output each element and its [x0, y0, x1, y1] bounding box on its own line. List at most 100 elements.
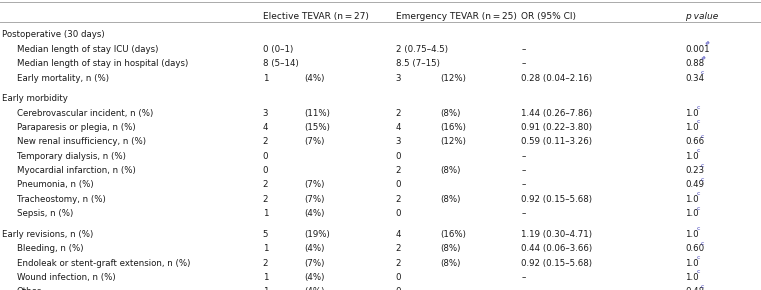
Text: 1: 1 — [263, 287, 268, 290]
Text: 0.34: 0.34 — [685, 73, 704, 83]
Text: 4: 4 — [396, 123, 401, 132]
Text: 2: 2 — [396, 244, 401, 253]
Text: 0.48: 0.48 — [685, 287, 704, 290]
Text: 1.19 (0.30–4.71): 1.19 (0.30–4.71) — [521, 230, 592, 239]
Text: 0.49: 0.49 — [685, 180, 704, 189]
Text: 0: 0 — [396, 209, 401, 218]
Text: OR (95% CI): OR (95% CI) — [521, 12, 576, 21]
Text: 1.0: 1.0 — [685, 273, 699, 282]
Text: 0.92 (0.15–5.68): 0.92 (0.15–5.68) — [521, 195, 592, 204]
Text: 1.44 (0.26–7.86): 1.44 (0.26–7.86) — [521, 108, 592, 118]
Text: Wound infection, n (%): Wound infection, n (%) — [17, 273, 116, 282]
Text: c: c — [701, 241, 704, 246]
Text: 2: 2 — [263, 258, 268, 268]
Text: (7%): (7%) — [304, 195, 325, 204]
Text: 2: 2 — [263, 180, 268, 189]
Text: 0: 0 — [263, 152, 268, 161]
Text: (8%): (8%) — [440, 166, 460, 175]
Text: Pneumonia, n (%): Pneumonia, n (%) — [17, 180, 94, 189]
Text: 2: 2 — [263, 195, 268, 204]
Text: (4%): (4%) — [304, 287, 325, 290]
Text: 0.60: 0.60 — [685, 244, 704, 253]
Text: New renal insufficiency, n (%): New renal insufficiency, n (%) — [17, 137, 146, 146]
Text: –: – — [521, 180, 526, 189]
Text: 8.5 (7–15): 8.5 (7–15) — [396, 59, 440, 68]
Text: (7%): (7%) — [304, 180, 325, 189]
Text: (8%): (8%) — [440, 244, 460, 253]
Text: 1.0: 1.0 — [685, 195, 699, 204]
Text: c: c — [697, 226, 700, 231]
Text: Elective TEVAR (n = 27): Elective TEVAR (n = 27) — [263, 12, 368, 21]
Text: –: – — [521, 166, 526, 175]
Text: 0.001: 0.001 — [685, 45, 709, 54]
Text: (15%): (15%) — [304, 123, 330, 132]
Text: 0.59 (0.11–3.26): 0.59 (0.11–3.26) — [521, 137, 592, 146]
Text: 1: 1 — [263, 273, 268, 282]
Text: 0.66: 0.66 — [685, 137, 704, 146]
Text: 2 (0.75–4.5): 2 (0.75–4.5) — [396, 45, 447, 54]
Text: Emergency TEVAR (n = 25): Emergency TEVAR (n = 25) — [396, 12, 517, 21]
Text: Median length of stay ICU (days): Median length of stay ICU (days) — [17, 45, 158, 54]
Text: 3: 3 — [263, 108, 268, 118]
Text: 2: 2 — [263, 137, 268, 146]
Text: Temporary dialysis, n (%): Temporary dialysis, n (%) — [17, 152, 126, 161]
Text: c: c — [697, 105, 700, 110]
Text: 1: 1 — [263, 244, 268, 253]
Text: –: – — [521, 209, 526, 218]
Text: 1.0: 1.0 — [685, 230, 699, 239]
Text: (16%): (16%) — [440, 230, 466, 239]
Text: 0.92 (0.15–5.68): 0.92 (0.15–5.68) — [521, 258, 592, 268]
Text: 1.0: 1.0 — [685, 108, 699, 118]
Text: (8%): (8%) — [440, 195, 460, 204]
Text: Sepsis, n (%): Sepsis, n (%) — [17, 209, 73, 218]
Text: #: # — [705, 41, 710, 46]
Text: c: c — [701, 134, 704, 139]
Text: c: c — [697, 191, 700, 196]
Text: (8%): (8%) — [440, 108, 460, 118]
Text: p value: p value — [685, 12, 718, 21]
Text: (11%): (11%) — [304, 108, 330, 118]
Text: 4: 4 — [263, 123, 268, 132]
Text: 2: 2 — [396, 108, 401, 118]
Text: Paraparesis or plegia, n (%): Paraparesis or plegia, n (%) — [17, 123, 135, 132]
Text: –: – — [521, 152, 526, 161]
Text: c: c — [697, 206, 700, 211]
Text: (4%): (4%) — [304, 273, 325, 282]
Text: Endoleak or stent-graft extension, n (%): Endoleak or stent-graft extension, n (%) — [17, 258, 190, 268]
Text: 4: 4 — [396, 230, 401, 239]
Text: –: – — [521, 287, 526, 290]
Text: Bleeding, n (%): Bleeding, n (%) — [17, 244, 83, 253]
Text: –: – — [521, 273, 526, 282]
Text: c: c — [697, 255, 700, 260]
Text: 0: 0 — [396, 287, 401, 290]
Text: c: c — [701, 284, 704, 289]
Text: Tracheostomy, n (%): Tracheostomy, n (%) — [17, 195, 106, 204]
Text: c: c — [701, 70, 704, 75]
Text: 0: 0 — [396, 152, 401, 161]
Text: Median length of stay in hospital (days): Median length of stay in hospital (days) — [17, 59, 188, 68]
Text: (7%): (7%) — [304, 137, 325, 146]
Text: (7%): (7%) — [304, 258, 325, 268]
Text: 3: 3 — [396, 73, 401, 83]
Text: #: # — [701, 56, 706, 61]
Text: c: c — [701, 162, 704, 168]
Text: Postoperative (30 days): Postoperative (30 days) — [2, 30, 105, 39]
Text: 0.91 (0.22–3.80): 0.91 (0.22–3.80) — [521, 123, 592, 132]
Text: c: c — [701, 177, 704, 182]
Text: 0 (0–1): 0 (0–1) — [263, 45, 293, 54]
Text: 2: 2 — [396, 258, 401, 268]
Text: (12%): (12%) — [440, 137, 466, 146]
Text: (4%): (4%) — [304, 209, 325, 218]
Text: 0.23: 0.23 — [685, 166, 704, 175]
Text: 0.88: 0.88 — [685, 59, 704, 68]
Text: 1.0: 1.0 — [685, 152, 699, 161]
Text: 1: 1 — [263, 209, 268, 218]
Text: Cerebrovascular incident, n (%): Cerebrovascular incident, n (%) — [17, 108, 153, 118]
Text: 0.28 (0.04–2.16): 0.28 (0.04–2.16) — [521, 73, 592, 83]
Text: 5: 5 — [263, 230, 268, 239]
Text: 2: 2 — [396, 166, 401, 175]
Text: Myocardial infarction, n (%): Myocardial infarction, n (%) — [17, 166, 135, 175]
Text: 1.0: 1.0 — [685, 209, 699, 218]
Text: Early revisions, n (%): Early revisions, n (%) — [2, 230, 94, 239]
Text: (8%): (8%) — [440, 258, 460, 268]
